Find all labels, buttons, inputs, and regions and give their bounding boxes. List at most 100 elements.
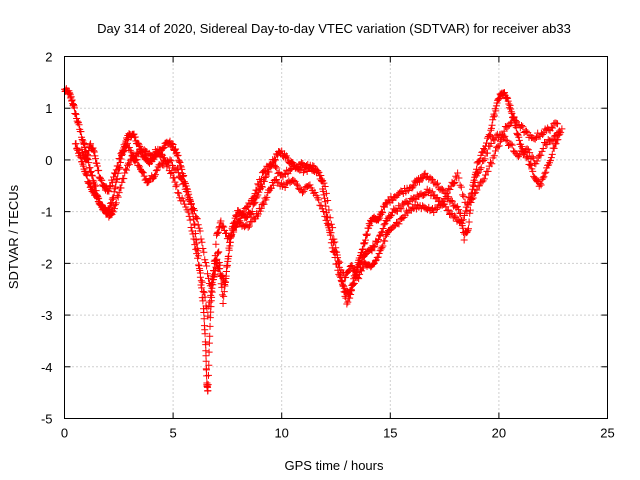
data-point bbox=[95, 166, 103, 174]
data-point bbox=[494, 95, 502, 103]
data-point bbox=[78, 136, 86, 144]
data-point bbox=[492, 107, 500, 115]
data-point bbox=[258, 183, 266, 191]
data-point bbox=[122, 165, 130, 173]
data-point bbox=[515, 133, 523, 141]
data-point bbox=[344, 298, 352, 306]
data-point bbox=[200, 309, 208, 317]
data-point bbox=[185, 212, 193, 220]
data-point bbox=[205, 361, 213, 369]
data-point bbox=[87, 140, 95, 148]
data-point bbox=[477, 151, 485, 159]
data-point bbox=[204, 312, 212, 320]
data-point bbox=[475, 182, 483, 190]
data-point bbox=[168, 169, 176, 177]
data-point bbox=[489, 116, 497, 124]
data-point bbox=[125, 161, 133, 169]
data-point bbox=[111, 183, 119, 191]
data-point bbox=[380, 203, 388, 211]
data-point bbox=[105, 187, 113, 195]
data-point bbox=[253, 186, 261, 194]
data-point bbox=[523, 145, 531, 153]
data-point bbox=[191, 241, 199, 249]
data-point bbox=[460, 192, 468, 200]
data-point bbox=[339, 282, 347, 290]
data-point bbox=[186, 216, 194, 224]
data-point bbox=[443, 207, 451, 215]
data-point bbox=[251, 198, 259, 206]
data-point bbox=[542, 168, 550, 176]
data-point bbox=[537, 181, 545, 189]
data-point bbox=[78, 149, 86, 157]
data-point bbox=[396, 204, 404, 212]
data-point bbox=[90, 187, 98, 195]
data-point bbox=[214, 249, 222, 257]
data-point bbox=[85, 178, 93, 186]
data-point bbox=[549, 135, 557, 143]
data-point bbox=[429, 191, 437, 199]
data-point bbox=[79, 162, 87, 170]
data-point bbox=[500, 127, 508, 135]
data-point bbox=[86, 164, 94, 172]
data-point bbox=[328, 235, 336, 243]
data-point bbox=[513, 129, 521, 137]
data-point bbox=[208, 288, 216, 296]
data-point bbox=[164, 161, 172, 169]
data-point bbox=[379, 225, 387, 233]
data-point bbox=[240, 208, 248, 216]
data-point bbox=[444, 206, 452, 214]
data-point bbox=[111, 170, 119, 178]
data-point bbox=[174, 189, 182, 197]
data-point bbox=[470, 183, 478, 191]
data-point bbox=[271, 155, 279, 163]
data-point bbox=[222, 229, 230, 237]
data-point bbox=[191, 206, 199, 214]
data-point bbox=[459, 216, 467, 224]
data-point bbox=[351, 267, 359, 275]
data-point bbox=[361, 236, 369, 244]
data-point bbox=[506, 101, 514, 109]
x-tick-label: 20 bbox=[492, 426, 506, 441]
data-point bbox=[380, 221, 388, 229]
data-point bbox=[209, 272, 217, 280]
data-point bbox=[130, 156, 138, 164]
x-axis-label: GPS time / hours bbox=[285, 458, 384, 473]
data-point bbox=[114, 162, 122, 170]
data-point bbox=[118, 178, 126, 186]
data-point bbox=[184, 208, 192, 216]
data-point bbox=[526, 149, 534, 157]
data-point bbox=[218, 283, 226, 291]
data-point bbox=[126, 146, 134, 154]
data-point bbox=[159, 144, 167, 152]
data-point bbox=[115, 154, 123, 162]
data-point bbox=[106, 203, 114, 211]
data-point bbox=[476, 165, 484, 173]
data-point bbox=[371, 242, 379, 250]
data-point bbox=[190, 220, 198, 228]
data-point bbox=[447, 196, 455, 204]
data-point bbox=[360, 240, 368, 248]
data-point bbox=[232, 213, 240, 221]
data-point bbox=[242, 204, 250, 212]
data-point bbox=[283, 154, 291, 162]
data-point bbox=[526, 160, 534, 168]
data-point bbox=[390, 222, 398, 230]
data-point bbox=[529, 154, 537, 162]
data-point bbox=[320, 207, 328, 215]
data-point bbox=[79, 139, 87, 147]
data-point bbox=[170, 174, 178, 182]
data-point bbox=[464, 226, 472, 234]
data-point bbox=[153, 166, 161, 174]
data-point bbox=[464, 200, 472, 208]
data-point bbox=[409, 183, 417, 191]
data-point bbox=[463, 207, 471, 215]
data-point bbox=[519, 150, 527, 158]
data-point bbox=[172, 183, 180, 191]
data-point bbox=[78, 145, 86, 153]
data-point bbox=[149, 151, 157, 159]
data-point bbox=[477, 164, 485, 172]
data-point bbox=[77, 128, 85, 136]
data-point bbox=[232, 211, 240, 219]
data-point bbox=[314, 167, 322, 175]
data-point bbox=[306, 181, 314, 189]
